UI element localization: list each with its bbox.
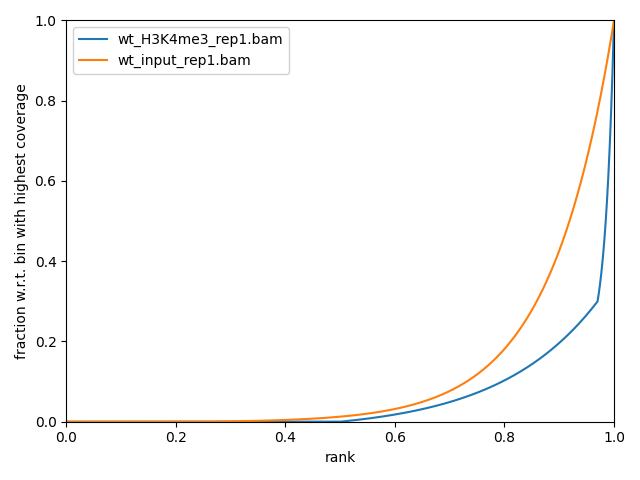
wt_H3K4me3_rep1.bam <box>90 419 98 425</box>
wt_input_rep1.bam <box>90 419 98 425</box>
wt_input_rep1.bam <box>329 414 337 420</box>
X-axis label: rank: rank <box>324 451 356 465</box>
Y-axis label: fraction w.r.t. bin with highest coverage: fraction w.r.t. bin with highest coverag… <box>15 83 29 359</box>
wt_H3K4me3_rep1.bam <box>329 419 337 425</box>
wt_H3K4me3_rep1.bam <box>493 381 501 387</box>
wt_input_rep1.bam <box>610 18 618 24</box>
wt_H3K4me3_rep1.bam <box>314 419 322 425</box>
wt_H3K4me3_rep1.bam <box>594 297 602 302</box>
wt_input_rep1.bam <box>63 419 70 425</box>
wt_input_rep1.bam <box>594 107 602 112</box>
wt_input_rep1.bam <box>314 416 322 421</box>
wt_input_rep1.bam <box>493 354 501 360</box>
Legend: wt_H3K4me3_rep1.bam, wt_input_rep1.bam: wt_H3K4me3_rep1.bam, wt_input_rep1.bam <box>73 27 289 74</box>
wt_input_rep1.bam <box>595 106 602 111</box>
wt_H3K4me3_rep1.bam <box>595 295 602 301</box>
Line: wt_H3K4me3_rep1.bam: wt_H3K4me3_rep1.bam <box>67 21 614 422</box>
Line: wt_input_rep1.bam: wt_input_rep1.bam <box>67 21 614 422</box>
wt_H3K4me3_rep1.bam <box>610 18 618 24</box>
wt_H3K4me3_rep1.bam <box>63 419 70 425</box>
